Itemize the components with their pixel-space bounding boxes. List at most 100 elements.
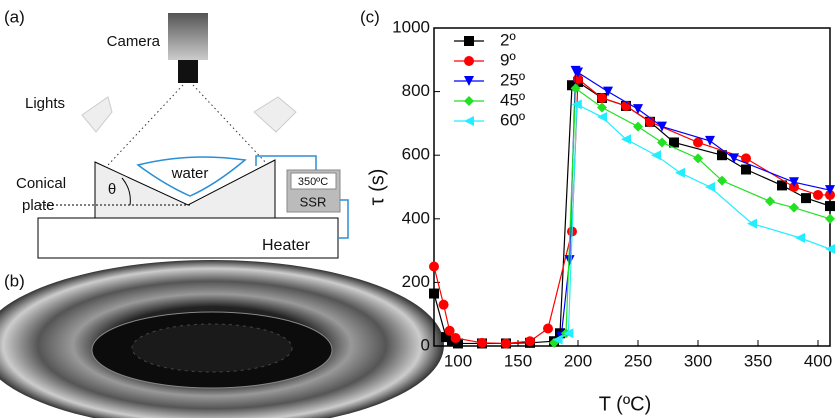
marker [765,196,775,207]
panel-label: (a) [4,7,25,26]
marker [741,164,751,175]
x-tick-label: 350 [744,351,772,370]
legend-label: 60º [500,110,525,129]
x-tick-label: 100 [444,351,472,370]
marker [450,333,461,344]
marker [525,336,535,347]
y-tick-label: 400 [402,208,430,227]
marker [801,193,811,204]
marker [825,201,835,212]
series-line [557,103,831,341]
marker [777,180,787,191]
marker [464,36,474,46]
water-drop [136,156,247,197]
marker [567,80,577,91]
marker [795,232,805,243]
marker [571,99,582,110]
display [290,172,337,190]
marker [552,334,563,345]
lights-label: Lights [25,95,65,112]
view-line [107,84,184,166]
marker [729,153,739,164]
marker [741,153,751,164]
light-left [81,96,113,133]
marker [789,202,799,213]
marker [429,261,439,272]
legend-label: 2º [500,30,516,49]
marker [429,288,439,299]
series-line [433,77,830,345]
marker [693,137,703,148]
y-tick-label: 800 [402,81,430,100]
marker [789,177,799,188]
marker [501,338,511,349]
marker [705,182,715,192]
marker [825,244,835,255]
x-tick-label: 300 [684,351,712,370]
plate-label: Conical [16,175,66,192]
marker [564,255,575,266]
series-line [553,87,831,344]
x-tick-label: 150 [504,351,532,370]
marker [464,56,474,66]
camera-lens [178,60,198,83]
angle-arc [121,177,131,206]
marker [813,189,823,200]
marker [603,86,613,97]
marker [669,137,679,148]
camera-body [168,13,208,60]
y-tick-label: 0 [421,335,430,354]
marker [570,83,581,94]
marker [573,67,583,78]
water-droplets [131,323,293,373]
marker [825,213,835,224]
marker [657,137,667,148]
legend-label: 9º [500,50,516,69]
marker [597,112,607,123]
marker [441,332,451,343]
plot-frame [433,27,831,347]
marker [717,175,727,186]
marker [477,337,487,348]
panel-label: (b) [4,271,25,290]
marker [464,96,474,106]
ssr-label: SSR [300,194,327,209]
marker [633,121,643,132]
legend-label: 45º [500,90,525,109]
x-axis-label: T (ºC) [599,393,651,415]
marker [651,150,661,161]
y-axis-label: τ (s) [366,169,388,206]
marker [464,76,474,86]
conical-plate [94,159,276,219]
marker [633,104,643,115]
view-line [192,84,269,166]
marker [543,323,553,334]
marker [621,134,631,145]
wire [338,199,349,239]
marker [693,153,703,164]
x-tick-label: 400 [804,351,832,370]
marker [464,116,474,126]
marker [438,299,449,310]
angle-label: θ [108,181,116,198]
heater [37,217,339,259]
marker [675,167,685,178]
plate-label: plate [22,197,55,214]
panel-label: (c) [360,7,380,26]
marker [597,92,607,103]
y-tick-label: 600 [402,145,430,164]
marker [453,338,463,349]
marker [717,150,727,161]
camera-label: Camera [107,33,161,50]
series-line [433,81,831,345]
legend-label: 25º [500,70,525,89]
marker [563,328,574,339]
marker [705,135,715,146]
y-tick-label: 1000 [392,17,430,36]
light-right [253,96,297,133]
marker [444,325,455,336]
marker [657,121,667,132]
photo: (b) [0,260,444,418]
marker [747,218,757,229]
